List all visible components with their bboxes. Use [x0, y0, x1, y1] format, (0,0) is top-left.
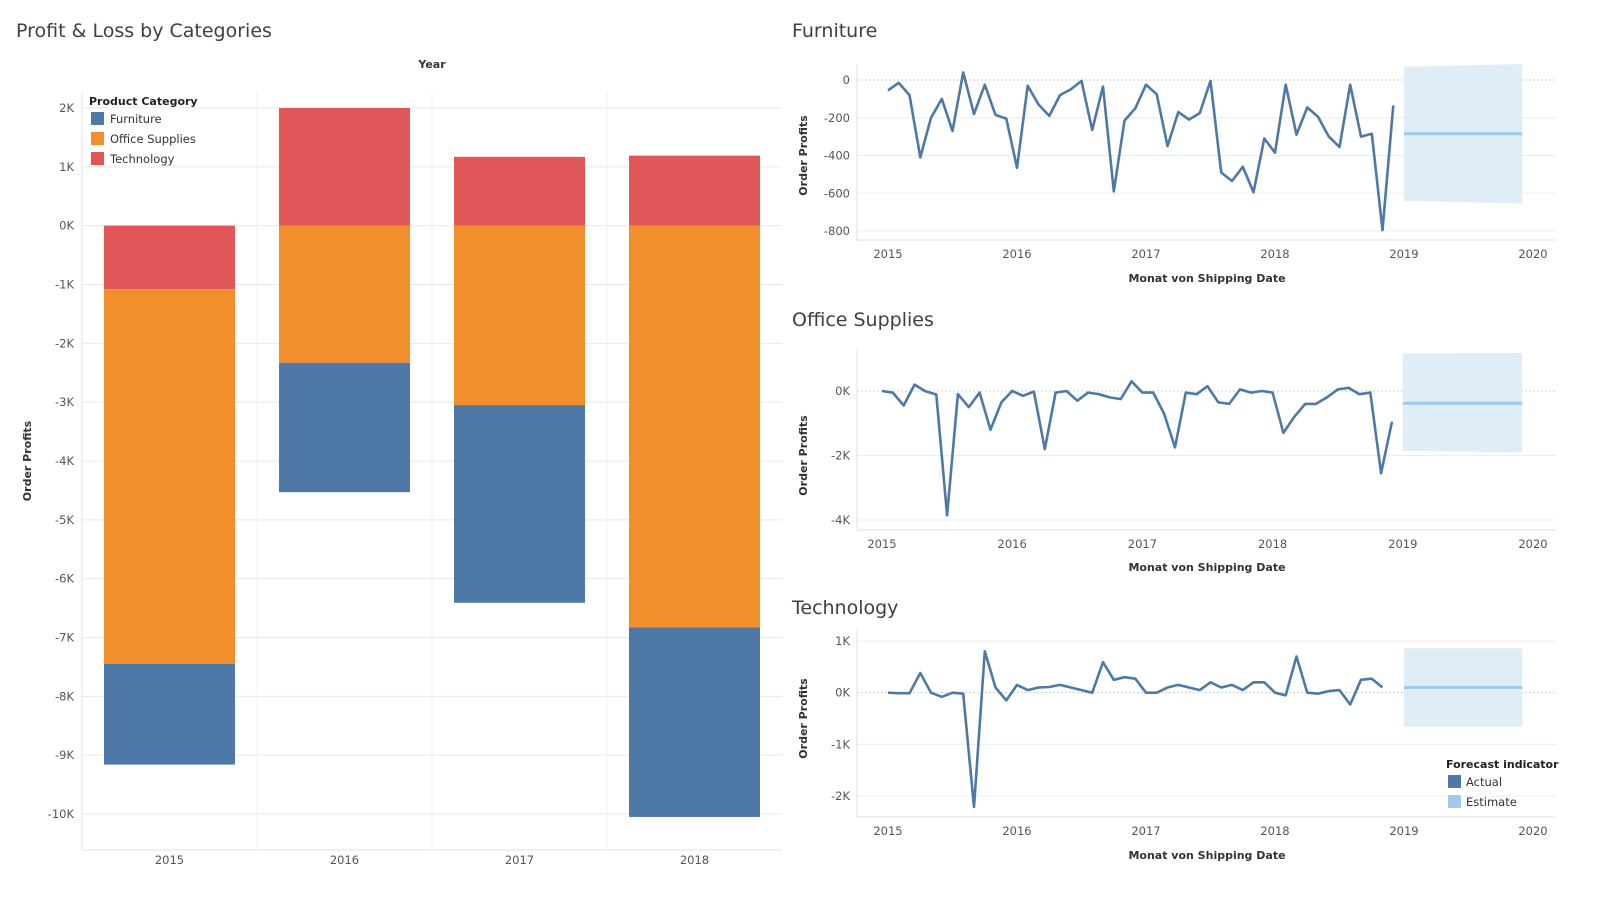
bar-segment-office-supplies-2018: [629, 225, 760, 628]
technology-x-axis-title: Monat von Shipping Date: [1128, 849, 1285, 862]
bar-segment-office-supplies-2017: [454, 225, 585, 406]
bar-y-tick-label: -2K: [55, 336, 74, 350]
legend-label-office-supplies: Office Supplies: [110, 132, 196, 146]
bar-y-axis-title: Order Profits: [21, 420, 34, 501]
office-x-tick-label: 2018: [1258, 537, 1287, 551]
furniture-y-tick-label: 0: [843, 73, 850, 87]
legend-label-furniture: Furniture: [110, 112, 162, 126]
furniture-chart-title: Furniture: [792, 20, 878, 42]
bar-x-tick-label: 2018: [680, 853, 709, 867]
left-chart-title: Profit & Loss by Categories: [16, 20, 272, 42]
technology-y-tick-label: -1K: [831, 737, 850, 751]
furniture-x-tick-label: 2016: [1002, 247, 1031, 261]
bar-y-tick-label: -9K: [55, 748, 74, 762]
office-actual-line: [881, 379, 1394, 517]
forecast-legend-title: Forecast indicator: [1446, 758, 1559, 771]
furniture-x-axis-title: Monat von Shipping Date: [1128, 272, 1285, 285]
office-chart-title: Office Supplies: [792, 309, 934, 331]
bar-segment-furniture-2015: [104, 663, 235, 765]
furniture-x-tick-label: 2018: [1260, 247, 1289, 261]
technology-x-tick-label: 2018: [1260, 824, 1289, 838]
office-x-tick-label: 2017: [1128, 537, 1157, 551]
furniture-actual-line: [887, 71, 1395, 232]
office-x-tick-label: 2019: [1388, 537, 1417, 551]
furniture-y-axis-title: Order Profits: [797, 115, 810, 196]
furniture-y-tick-label: -800: [824, 224, 850, 238]
furniture-x-tick-label: 2017: [1131, 247, 1160, 261]
bar-x-axis-title: Year: [417, 58, 446, 71]
forecast-legend-swatch-estimate: [1448, 795, 1461, 808]
bar-y-tick-label: -6K: [55, 572, 74, 586]
forecast-legend-label-actual: Actual: [1466, 775, 1502, 789]
bar-y-tick-label: 1K: [59, 160, 74, 174]
bar-x-tick-label: 2017: [505, 853, 534, 867]
technology-chart-title: Technology: [792, 597, 899, 619]
technology-x-tick-label: 2016: [1002, 824, 1031, 838]
bar-y-tick-label: -4K: [55, 454, 74, 468]
bar-segment-furniture-2018: [629, 627, 760, 817]
bar-y-tick-label: -5K: [55, 513, 74, 527]
technology-y-tick-label: 0K: [835, 686, 850, 700]
bar-segment-technology-2016: [279, 108, 410, 226]
forecast-legend-swatch-actual: [1448, 775, 1461, 788]
office-y-tick-label: 0K: [835, 384, 850, 398]
technology-x-tick-label: 2015: [873, 824, 902, 838]
bar-segment-office-supplies-2016: [279, 225, 410, 363]
legend-swatch-office-supplies: [91, 132, 104, 145]
furniture-y-tick-label: -200: [824, 111, 850, 125]
technology-y-tick-label: 1K: [835, 634, 850, 648]
bar-x-tick-label: 2015: [155, 853, 184, 867]
legend-swatch-technology: [91, 152, 104, 165]
technology-y-tick-label: -2K: [831, 789, 850, 803]
office-x-tick-label: 2020: [1518, 537, 1547, 551]
office-y-tick-label: -2K: [831, 449, 850, 463]
office-x-tick-label: 2015: [867, 537, 896, 551]
technology-actual-line: [887, 649, 1384, 809]
bar-segment-office-supplies-2015: [104, 289, 235, 664]
bar-segment-technology-2018: [629, 155, 760, 226]
technology-x-tick-label: 2020: [1518, 824, 1547, 838]
furniture-x-tick-label: 2020: [1518, 247, 1547, 261]
legend-title: Product Category: [89, 95, 198, 108]
bar-y-tick-label: 0K: [59, 219, 74, 233]
office-x-tick-label: 2016: [998, 537, 1027, 551]
technology-x-tick-label: 2017: [1131, 824, 1160, 838]
bar-segment-technology-2015: [104, 225, 235, 290]
office-x-axis-title: Monat von Shipping Date: [1128, 561, 1285, 574]
bar-y-tick-label: -7K: [55, 631, 74, 645]
bar-segment-furniture-2016: [279, 362, 410, 493]
bar-y-tick-label: -1K: [55, 278, 74, 292]
furniture-y-tick-label: -600: [824, 186, 850, 200]
bar-y-tick-label: -10K: [48, 807, 75, 821]
bar-y-tick-label: 2K: [59, 101, 74, 115]
bar-x-tick-label: 2016: [330, 853, 359, 867]
bar-y-tick-label: -3K: [55, 395, 74, 409]
furniture-x-tick-label: 2019: [1389, 247, 1418, 261]
furniture-y-tick-label: -400: [824, 149, 850, 163]
technology-x-tick-label: 2019: [1389, 824, 1418, 838]
technology-y-axis-title: Order Profits: [797, 678, 810, 759]
legend-label-technology: Technology: [109, 152, 175, 166]
furniture-x-tick-label: 2015: [873, 247, 902, 261]
legend-swatch-furniture: [91, 112, 104, 125]
bar-y-tick-label: -8K: [55, 689, 74, 703]
office-y-axis-title: Order Profits: [797, 415, 810, 496]
forecast-legend-label-estimate: Estimate: [1466, 795, 1517, 809]
bar-segment-technology-2017: [454, 156, 585, 226]
bar-segment-furniture-2017: [454, 405, 585, 603]
office-y-tick-label: -4K: [831, 513, 850, 527]
